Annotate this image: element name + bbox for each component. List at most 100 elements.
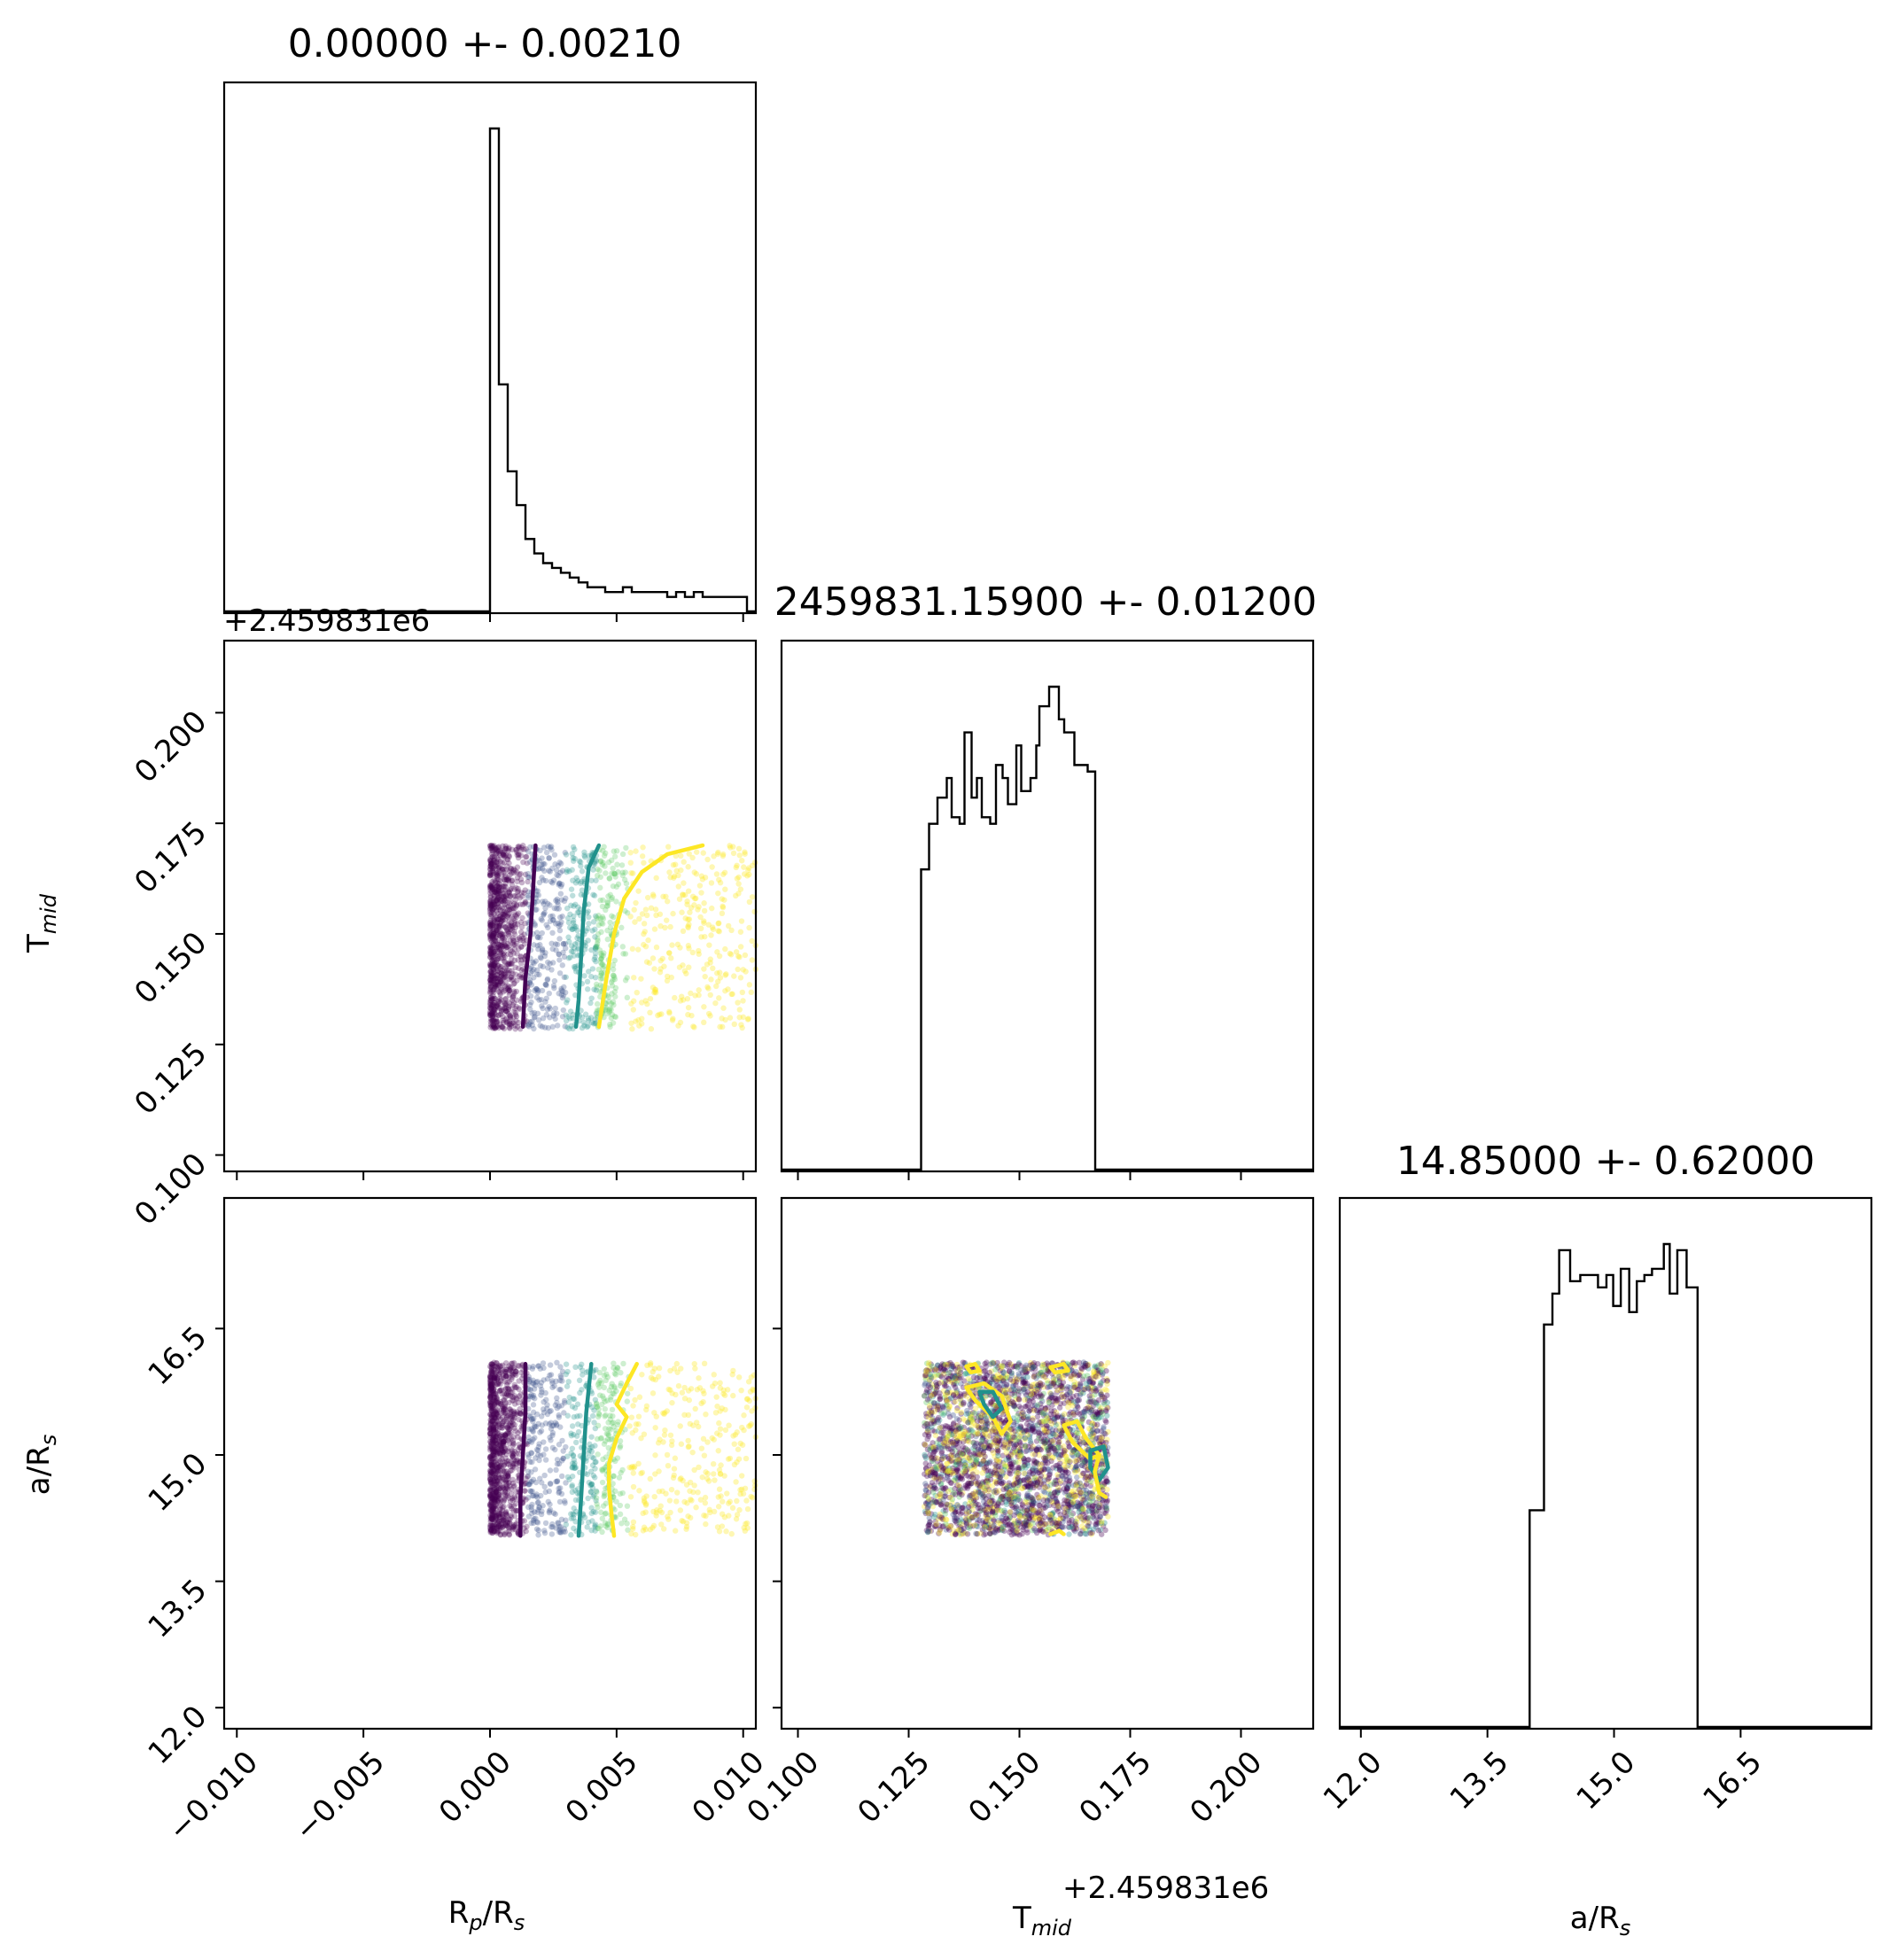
scatter-point <box>523 1475 529 1482</box>
scatter-point <box>486 1474 494 1481</box>
scatter-point <box>668 1486 675 1493</box>
scatter-point <box>509 922 515 929</box>
scatter-point <box>594 1000 601 1007</box>
scatter-point <box>591 1419 597 1426</box>
scatter-point <box>641 859 647 866</box>
scatter-point <box>494 979 501 985</box>
scatter-point <box>740 1014 747 1021</box>
scatter-point <box>603 1500 610 1506</box>
scatter-point <box>736 953 743 961</box>
scatter-point <box>680 928 687 935</box>
scatter-point <box>503 1369 510 1375</box>
scatter-point <box>489 854 495 860</box>
scatter-point <box>677 945 683 951</box>
scatter-point <box>719 1511 726 1517</box>
scatter-point <box>620 951 626 957</box>
scatter-point <box>534 986 541 993</box>
scatter-point <box>711 853 717 859</box>
scatter-point <box>539 1023 546 1030</box>
scatter-point <box>615 869 621 875</box>
scatter-point <box>492 1459 498 1466</box>
scatter-point <box>553 1378 559 1385</box>
scatter-point <box>489 1016 495 1023</box>
scatter-point <box>558 919 564 925</box>
scatter-point <box>677 998 684 1004</box>
scatter-point <box>526 1481 533 1488</box>
scatter-point <box>734 1458 740 1466</box>
scatter-point <box>662 924 668 931</box>
scatter-point <box>642 1509 649 1515</box>
scatter-point <box>509 1372 516 1378</box>
scatter-point <box>589 966 596 972</box>
scatter-point <box>603 1510 609 1517</box>
scatter-point <box>486 1467 494 1474</box>
scatter-point <box>571 1413 577 1420</box>
scatter-point <box>624 975 630 981</box>
scatter-point <box>585 1017 592 1024</box>
scatter-point <box>639 1469 646 1476</box>
scatter-point <box>636 1394 643 1400</box>
scatter-point <box>588 1505 595 1511</box>
scatter-point <box>501 909 508 916</box>
scatter-point <box>749 862 756 869</box>
scatter-point <box>492 982 499 988</box>
scatter-point <box>657 911 664 917</box>
scatter-point <box>502 972 509 978</box>
scatter-point <box>592 934 598 940</box>
scatter-point <box>510 976 517 983</box>
scatter-point <box>745 1379 752 1385</box>
scatter-point <box>678 1441 685 1447</box>
scatter-point <box>489 872 496 878</box>
xlabel-rp: Rp/Rs <box>448 1895 525 1935</box>
scatter-point <box>506 999 512 1006</box>
scatter-point <box>543 922 549 929</box>
scatter-point <box>746 1397 752 1404</box>
scatter-point <box>487 899 494 906</box>
scatter-point <box>603 1005 609 1011</box>
scatter-point <box>511 1393 518 1399</box>
scatter-point <box>650 955 657 961</box>
scatter-point <box>498 1007 505 1015</box>
scatter-point <box>727 1498 734 1505</box>
scatter-point <box>567 924 573 931</box>
scatter-point <box>605 1432 612 1439</box>
scatter-point <box>662 1427 668 1434</box>
scatter-point <box>607 919 613 926</box>
scatter-point <box>696 951 702 957</box>
scatter-point <box>715 928 721 934</box>
scatter-point <box>566 1394 572 1401</box>
scatter-point <box>720 904 727 911</box>
scatter-point <box>603 903 611 909</box>
scatter-point <box>607 1022 613 1028</box>
scatter-point <box>630 1519 637 1525</box>
scatter-point <box>647 1527 653 1533</box>
scatter-point <box>547 868 553 875</box>
scatter-point <box>486 961 494 968</box>
scatter-point <box>611 1473 617 1480</box>
scatter-point <box>501 950 507 956</box>
scatter-point <box>487 859 494 867</box>
scatter-point <box>574 877 581 884</box>
tmid-offset-label-y: +2.459831e6 <box>223 603 430 639</box>
scatter-point <box>639 853 646 859</box>
scatter-point <box>489 989 495 995</box>
scatter-point <box>740 998 746 1004</box>
scatter-point <box>675 1382 682 1389</box>
scatter-point <box>502 1473 508 1480</box>
scatter-point <box>490 934 496 941</box>
scatter-point <box>568 1432 575 1439</box>
scatter-point <box>516 1416 522 1423</box>
scatter-point <box>578 878 585 885</box>
scatter-point <box>680 891 686 898</box>
scatter-point <box>617 1444 623 1451</box>
scatter-point <box>619 851 626 858</box>
scatter-point <box>542 981 548 988</box>
scatter-point <box>619 1466 626 1474</box>
scatter-point <box>547 1481 554 1488</box>
scatter-point <box>612 1014 619 1020</box>
scatter-point <box>749 937 755 945</box>
scatter-point <box>595 1411 603 1417</box>
scatter-point <box>560 992 567 999</box>
scatter-point <box>501 883 508 890</box>
scatter-point <box>488 929 494 937</box>
